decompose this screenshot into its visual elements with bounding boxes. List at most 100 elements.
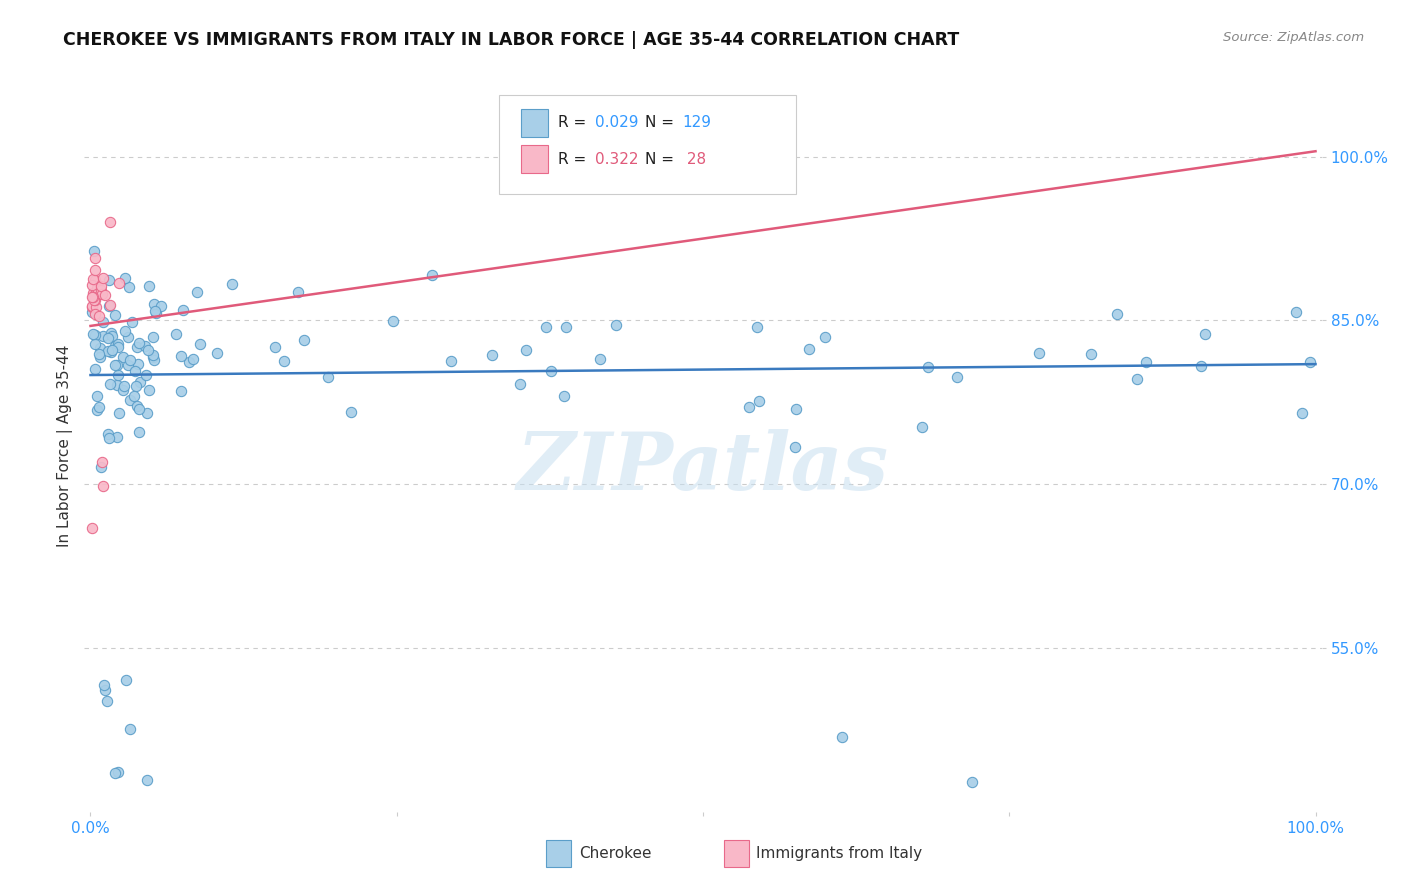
Point (420, 268, 443, 282)
Point (124, 364, 146, 378)
Point (142, 350, 165, 364)
Point (98, 377, 121, 392)
Point (738, 400, 761, 414)
Point (136, 343, 159, 357)
Point (748, 393, 770, 408)
Point (1285, 305, 1308, 319)
Point (105, 358, 128, 372)
Point (87, 347, 110, 361)
Point (831, 730, 853, 744)
Point (382, 314, 405, 328)
Point (107, 406, 129, 420)
Point (945, 369, 967, 384)
Point (89, 342, 111, 356)
Point (91, 315, 114, 329)
Text: R =: R = (558, 115, 592, 130)
Point (84, 287, 107, 301)
Point (84, 327, 107, 342)
Point (91, 479, 114, 493)
Point (136, 406, 159, 420)
Point (94, 288, 117, 302)
Point (80, 277, 103, 292)
Point (207, 346, 229, 360)
Point (104, 358, 127, 372)
Point (93, 682, 115, 697)
Point (90, 460, 112, 475)
Point (188, 337, 211, 351)
Point (515, 343, 537, 358)
Point (120, 353, 142, 368)
Point (101, 343, 124, 357)
Point (83, 336, 105, 351)
Point (783, 440, 806, 454)
Y-axis label: In Labor Force | Age 35-44: In Labor Force | Age 35-44 (58, 345, 73, 547)
Point (264, 341, 287, 355)
Point (107, 337, 129, 351)
Text: Immigrants from Italy: Immigrants from Italy (756, 847, 922, 861)
Point (82, 285, 104, 300)
Point (911, 420, 934, 434)
Point (83, 293, 105, 308)
Point (97, 299, 120, 313)
Point (138, 383, 160, 397)
Point (917, 360, 939, 375)
Point (87, 400, 110, 414)
Point (145, 306, 167, 320)
Point (540, 364, 562, 378)
Point (86, 389, 108, 403)
Point (142, 297, 165, 311)
Point (114, 324, 136, 338)
Point (105, 430, 128, 444)
Point (98, 273, 121, 287)
Point (316, 370, 339, 384)
Point (1291, 406, 1313, 420)
Point (107, 340, 129, 354)
FancyBboxPatch shape (499, 95, 796, 194)
Point (128, 375, 150, 389)
Point (1135, 355, 1157, 369)
Point (100, 345, 122, 359)
Point (112, 379, 135, 393)
Point (82, 327, 104, 342)
Point (172, 302, 194, 317)
Point (177, 354, 200, 368)
Point (98, 431, 121, 445)
Point (114, 271, 136, 285)
Point (111, 350, 134, 364)
Bar (724, 840, 749, 867)
Point (122, 389, 145, 403)
Point (165, 327, 187, 342)
Text: 0.322: 0.322 (595, 152, 638, 167)
Point (128, 402, 150, 417)
Point (1080, 347, 1102, 361)
Point (96, 694, 118, 708)
Text: 28: 28 (682, 152, 706, 167)
Point (481, 348, 503, 362)
Point (340, 405, 363, 419)
Point (118, 280, 141, 294)
Point (91, 329, 114, 343)
Point (745, 320, 768, 334)
Point (1299, 354, 1322, 368)
Point (90, 284, 112, 298)
Point (80, 299, 103, 313)
Point (128, 335, 150, 350)
Point (134, 368, 156, 382)
Point (1126, 371, 1149, 385)
Text: 129: 129 (682, 115, 711, 130)
Point (96, 427, 118, 442)
Point (221, 277, 243, 291)
Point (1105, 307, 1128, 321)
Point (91, 287, 114, 301)
Point (91, 455, 114, 469)
Point (960, 775, 983, 789)
Point (80, 290, 103, 304)
Point (125, 340, 148, 354)
Point (89, 350, 111, 364)
Point (91, 270, 114, 285)
Point (588, 352, 610, 367)
Point (98, 298, 121, 312)
Point (440, 354, 463, 368)
Bar (546, 840, 571, 867)
Point (181, 352, 204, 367)
